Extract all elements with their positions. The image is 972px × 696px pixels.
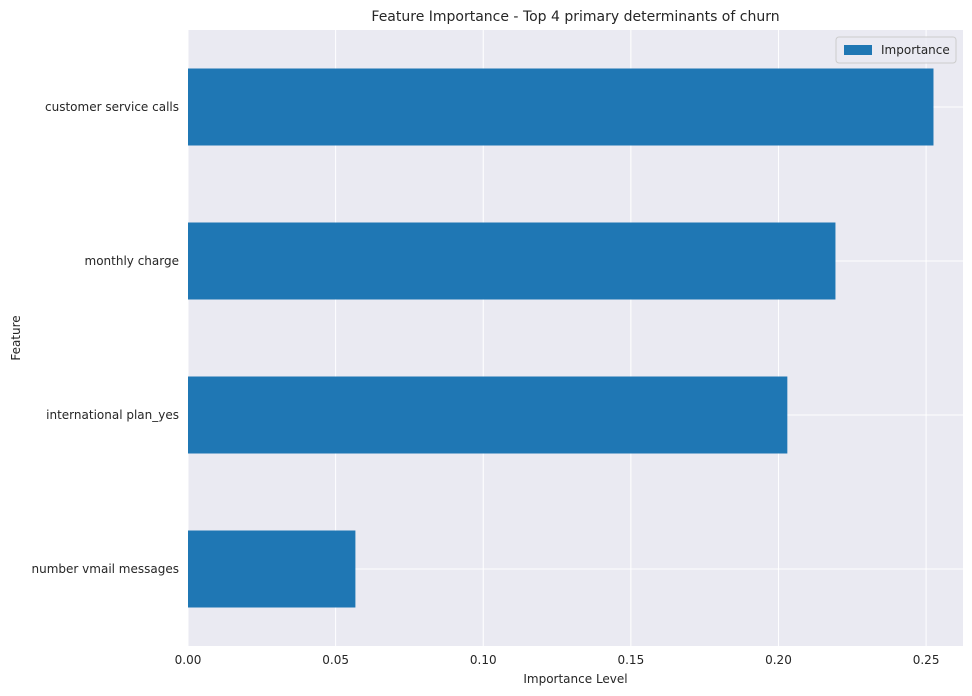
y-category-label: customer service calls [45, 100, 179, 114]
chart-title: Feature Importance - Top 4 primary deter… [371, 9, 779, 25]
legend-box [835, 36, 957, 64]
x-tick-label: 0.05 [322, 653, 349, 667]
bar [188, 68, 934, 146]
bar [188, 376, 788, 454]
legend: Importance [835, 36, 957, 64]
bar [188, 222, 836, 300]
y-axis-label: Feature [9, 315, 23, 360]
x-tick-label: 0.15 [617, 653, 644, 667]
x-tick-label: 0.10 [470, 653, 497, 667]
legend-label: Importance [881, 43, 950, 57]
legend-swatch [844, 45, 872, 55]
bars-group [188, 68, 934, 608]
bar [188, 530, 356, 608]
x-tick-label: 0.25 [913, 653, 940, 667]
x-tick-label: 0.20 [765, 653, 792, 667]
y-category-labels: customer service calls monthly charge inte… [32, 100, 179, 576]
y-category-label: number vmail messages [32, 562, 179, 576]
y-category-label: monthly charge [85, 254, 179, 268]
x-tick-label: 0.00 [175, 653, 202, 667]
x-axis-label: Importance Level [523, 672, 627, 686]
x-ticks: 0.00 0.05 0.10 0.15 0.20 0.25 [175, 653, 940, 667]
y-category-label: international plan_yes [46, 408, 179, 422]
